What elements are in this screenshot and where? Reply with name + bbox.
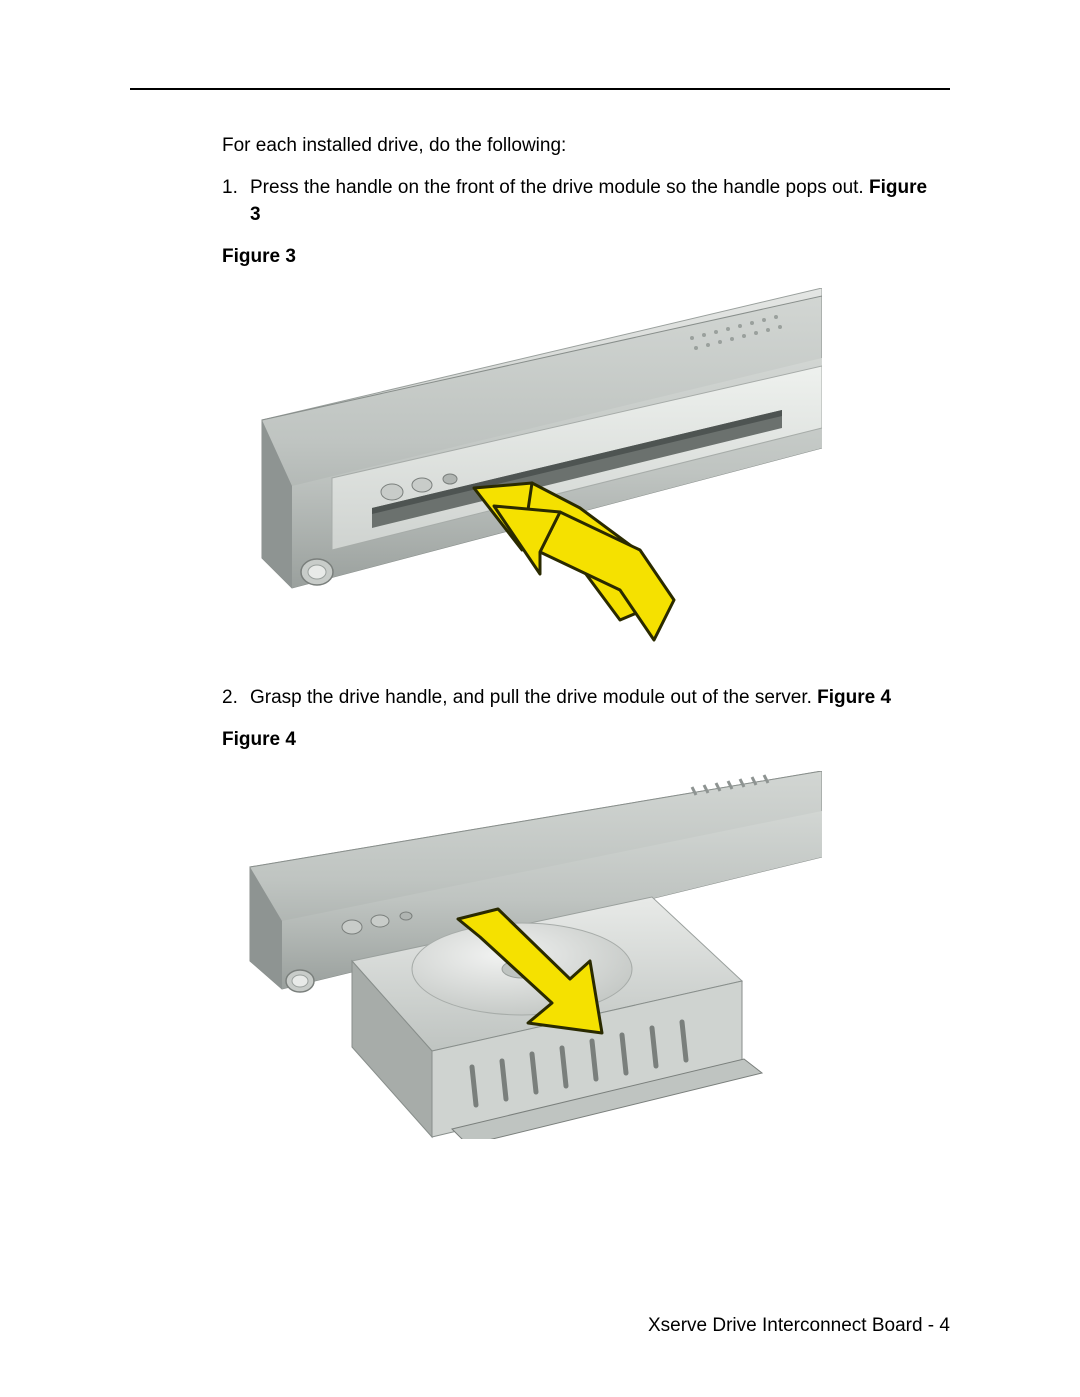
- top-rule: [130, 88, 950, 90]
- content-column: For each installed drive, do the followi…: [130, 132, 950, 1139]
- figure-reference: Figure 4: [817, 687, 891, 708]
- page-footer: Xserve Drive Interconnect Board - 4: [648, 1315, 950, 1337]
- footer-title: Xserve Drive Interconnect Board -: [648, 1315, 939, 1336]
- step-number: 1.: [222, 174, 250, 229]
- step-text: Press the handle on the front of the dri…: [250, 174, 940, 229]
- intro-text: For each installed drive, do the followi…: [222, 132, 940, 160]
- step-body: Press the handle on the front of the dri…: [250, 177, 869, 198]
- step-body: Grasp the drive handle, and pull the dri…: [250, 687, 817, 708]
- step-text: Grasp the drive handle, and pull the dri…: [250, 684, 940, 712]
- figure-3-svg: [222, 288, 822, 656]
- figure-4-svg: [222, 771, 822, 1139]
- step-1: 1. Press the handle on the front of the …: [222, 174, 940, 229]
- step-2: 2. Grasp the drive handle, and pull the …: [222, 684, 940, 712]
- figure-4: [222, 771, 822, 1139]
- figure-3-label: Figure 3: [222, 243, 940, 271]
- footer-page-number: 4: [939, 1315, 950, 1336]
- step-number: 2.: [222, 684, 250, 712]
- figure-3: [222, 288, 822, 656]
- page: For each installed drive, do the followi…: [0, 0, 1080, 1397]
- figure-4-label: Figure 4: [222, 726, 940, 754]
